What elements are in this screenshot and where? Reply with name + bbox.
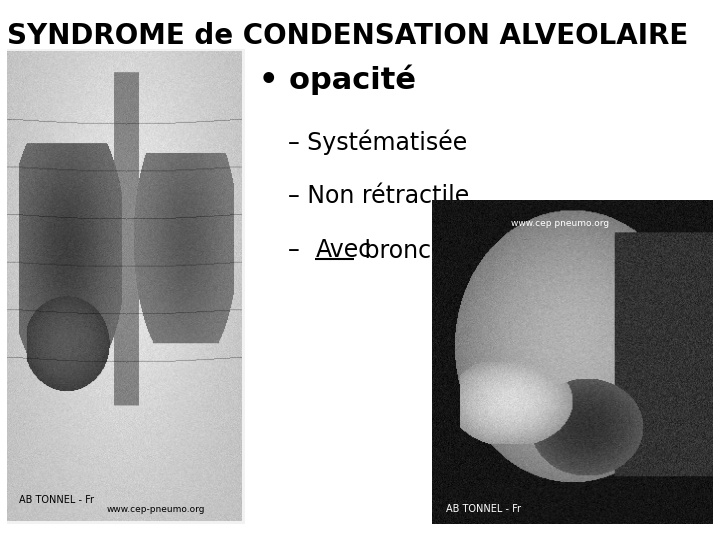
Text: –: – xyxy=(288,238,307,261)
Text: AB TONNEL - Fr: AB TONNEL - Fr xyxy=(19,495,94,505)
Text: AB TONNEL - Fr: AB TONNEL - Fr xyxy=(446,504,521,514)
Text: – Systématisée: – Systématisée xyxy=(288,130,467,155)
Text: Avec: Avec xyxy=(315,238,372,261)
Text: SYNDROME de CONDENSATION ALVEOLAIRE: SYNDROME de CONDENSATION ALVEOLAIRE xyxy=(7,22,688,50)
Text: bronchogramme aérien: bronchogramme aérien xyxy=(357,238,642,263)
Text: • opacité: • opacité xyxy=(259,65,416,95)
Text: www.cep pneumo.org: www.cep pneumo.org xyxy=(510,219,608,228)
Text: www.cep-pneumo.org: www.cep-pneumo.org xyxy=(107,505,205,514)
Text: – Non rétractile: – Non rétractile xyxy=(288,184,469,207)
